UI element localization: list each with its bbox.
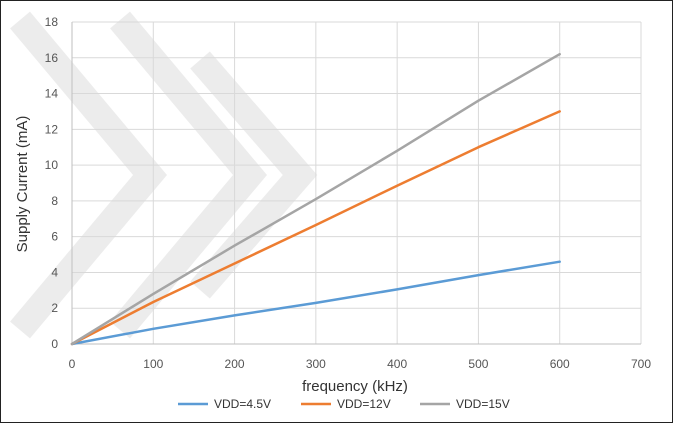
x-axis-title: frequency (kHz) bbox=[302, 378, 408, 395]
x-tick-label: 600 bbox=[550, 357, 570, 371]
y-tick-label: 18 bbox=[45, 15, 59, 29]
y-tick-label: 0 bbox=[51, 337, 58, 351]
legend-label: VDD=12V bbox=[337, 397, 391, 411]
y-axis-title: Supply Current (mA) bbox=[14, 116, 31, 253]
legend-label: VDD=15V bbox=[456, 397, 510, 411]
axes bbox=[71, 22, 641, 345]
y-tick-label: 8 bbox=[51, 194, 58, 208]
y-tick-label: 10 bbox=[45, 158, 59, 172]
series-line-vdd-12v bbox=[70, 110, 561, 346]
legend-label: VDD=4.5V bbox=[214, 397, 271, 411]
y-tick-label: 12 bbox=[45, 122, 59, 136]
series-line-vdd-4-5v bbox=[70, 260, 561, 346]
x-tick-label: 400 bbox=[387, 357, 407, 371]
series-lines bbox=[70, 52, 561, 346]
x-tick-label: 0 bbox=[69, 357, 76, 371]
x-tick-label: 500 bbox=[468, 357, 488, 371]
y-tick-label: 16 bbox=[45, 51, 59, 65]
x-tick-label: 300 bbox=[306, 357, 326, 371]
y-tick-label: 4 bbox=[51, 265, 58, 279]
series-line-vdd-15v bbox=[70, 52, 561, 346]
y-tick-label: 2 bbox=[51, 301, 58, 315]
y-tick-label: 14 bbox=[45, 87, 59, 101]
y-tick-labels: 0 2 4 6 8 10 12 14 16 18 bbox=[45, 15, 59, 351]
x-tick-label: 200 bbox=[225, 357, 245, 371]
x-tick-label: 100 bbox=[143, 357, 163, 371]
x-tick-label: 700 bbox=[631, 357, 651, 371]
watermark-logo bbox=[10, 11, 318, 339]
legend: VDD=4.5V VDD=12V VDD=15V bbox=[178, 397, 510, 411]
y-tick-label: 6 bbox=[51, 230, 58, 244]
x-tick-labels: 0 100 200 300 400 500 600 700 bbox=[69, 357, 652, 371]
